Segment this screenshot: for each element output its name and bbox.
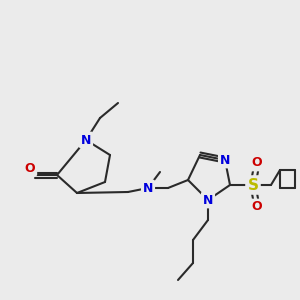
Text: N: N	[203, 194, 213, 206]
Text: N: N	[81, 134, 91, 146]
Text: N: N	[143, 182, 153, 194]
Text: S: S	[248, 178, 259, 193]
Text: N: N	[220, 154, 230, 166]
Text: O: O	[252, 200, 262, 214]
Text: O: O	[252, 157, 262, 169]
Text: O: O	[25, 161, 35, 175]
